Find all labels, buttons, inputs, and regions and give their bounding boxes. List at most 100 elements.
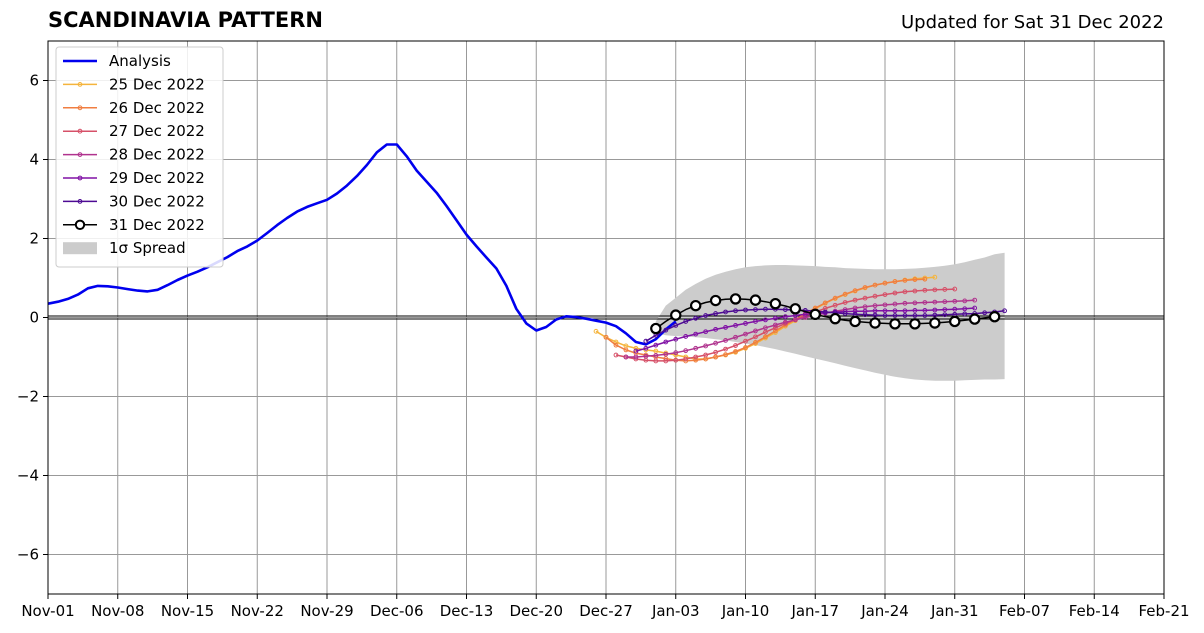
current-forecast-point xyxy=(929,317,941,329)
legend-label: Analysis xyxy=(109,52,171,70)
forecast-point xyxy=(932,274,938,280)
forecast-point xyxy=(663,327,669,333)
forecast-point xyxy=(922,287,928,293)
forecast-point xyxy=(733,308,738,314)
forecast-point xyxy=(763,325,768,331)
forecast-point xyxy=(862,304,868,310)
forecast-point xyxy=(673,336,679,342)
legend-label: 28 Dec 2022 xyxy=(109,146,205,164)
y-tick-label: −6 xyxy=(17,546,39,564)
forecast-point xyxy=(872,282,878,288)
legend-swatch-marker xyxy=(77,82,83,87)
forecast-point xyxy=(683,356,689,362)
y-tick-label: 4 xyxy=(29,151,39,169)
forecast-point xyxy=(862,312,868,318)
legend-label: 1σ Spread xyxy=(109,239,186,257)
forecast-line xyxy=(635,307,975,352)
x-tick-label: Nov-15 xyxy=(161,602,214,620)
current-forecast-point xyxy=(809,308,821,321)
x-tick-label: Jan-03 xyxy=(651,602,700,620)
current-forecast-point xyxy=(709,294,722,307)
x-tick-label: Dec-27 xyxy=(579,602,633,620)
y-tick-label: −2 xyxy=(17,388,39,406)
y-tick-label: −4 xyxy=(17,467,39,485)
forecast-point xyxy=(852,305,858,311)
forecast-point xyxy=(693,354,699,360)
forecast-point xyxy=(932,299,938,305)
forecast-point xyxy=(1002,308,1007,314)
forecast-point xyxy=(743,307,748,313)
legend-label: 26 Dec 2022 xyxy=(109,99,205,117)
forecast-point xyxy=(673,357,679,363)
forecast-point xyxy=(763,329,768,335)
forecast-point xyxy=(882,313,888,318)
legend-swatch-marker xyxy=(77,128,83,134)
forecast-point xyxy=(693,331,699,337)
forecast-point xyxy=(902,300,908,306)
forecast-point xyxy=(872,303,878,309)
forecast-point xyxy=(772,325,778,331)
forecast-point xyxy=(593,328,599,334)
forecast-point xyxy=(972,305,978,311)
forecast-point xyxy=(693,345,699,351)
forecast-point xyxy=(802,315,808,320)
current-forecast-point xyxy=(670,309,682,321)
current-forecast-point xyxy=(650,322,662,335)
forecast-point xyxy=(743,321,748,326)
forecast-point xyxy=(902,313,908,318)
plot-frame xyxy=(47,40,1165,595)
y-tick-label: 2 xyxy=(29,230,39,248)
x-tick-label: Nov-29 xyxy=(300,602,353,620)
forecast-point xyxy=(862,285,868,290)
legend: Analysis 25 Dec 2022 26 Dec 2022 27 Dec 202… xyxy=(55,46,224,268)
forecast-point xyxy=(633,345,639,351)
forecast-point xyxy=(902,308,908,314)
forecast-point xyxy=(892,313,898,318)
forecast-point xyxy=(782,314,788,320)
legend-label: 29 Dec 2022 xyxy=(109,169,205,187)
forecast-point xyxy=(753,319,758,324)
forecast-point xyxy=(673,323,679,328)
forecast-point xyxy=(892,279,898,284)
current-forecast-point xyxy=(949,315,961,328)
forecast-point xyxy=(912,313,918,318)
forecast-point xyxy=(733,323,738,328)
forecast-point xyxy=(633,348,639,354)
forecast-point xyxy=(693,315,699,321)
forecast-point xyxy=(962,306,968,312)
forecast-point xyxy=(912,300,918,306)
forecast-point xyxy=(733,343,738,348)
forecast-point xyxy=(653,358,659,364)
forecast-point xyxy=(962,298,968,304)
current-forecast-point xyxy=(829,312,841,325)
forecast-point xyxy=(733,334,738,340)
legend-swatch-marker xyxy=(77,175,83,181)
forecast-point xyxy=(753,328,758,334)
forecast-point xyxy=(723,309,728,315)
forecast-point xyxy=(942,287,948,292)
forecast-point xyxy=(723,346,728,352)
current-forecast-point xyxy=(689,299,702,312)
forecast-point xyxy=(822,309,828,315)
x-tick-label: Jan-17 xyxy=(790,602,839,620)
forecast-point xyxy=(912,288,918,294)
forecast-point xyxy=(703,329,709,335)
forecast-point xyxy=(653,342,659,348)
current-forecast-point xyxy=(869,317,881,329)
forecast-point xyxy=(723,324,728,330)
forecast-point xyxy=(922,300,928,305)
forecast-point xyxy=(653,348,659,354)
forecast-point xyxy=(683,348,689,354)
forecast-point xyxy=(723,352,728,358)
x-tick-label: Feb-14 xyxy=(1069,602,1120,620)
forecast-line xyxy=(645,308,1005,342)
current-forecast-point xyxy=(909,318,921,330)
x-tick-label: Dec-13 xyxy=(440,602,494,620)
forecast-point xyxy=(643,338,649,344)
x-tick-label: Dec-06 xyxy=(370,602,424,620)
forecast-point xyxy=(643,353,649,359)
forecast-point xyxy=(603,334,609,340)
forecast-point xyxy=(972,297,978,303)
forecast-point xyxy=(832,302,838,308)
x-tick-label: Nov-22 xyxy=(231,602,284,620)
